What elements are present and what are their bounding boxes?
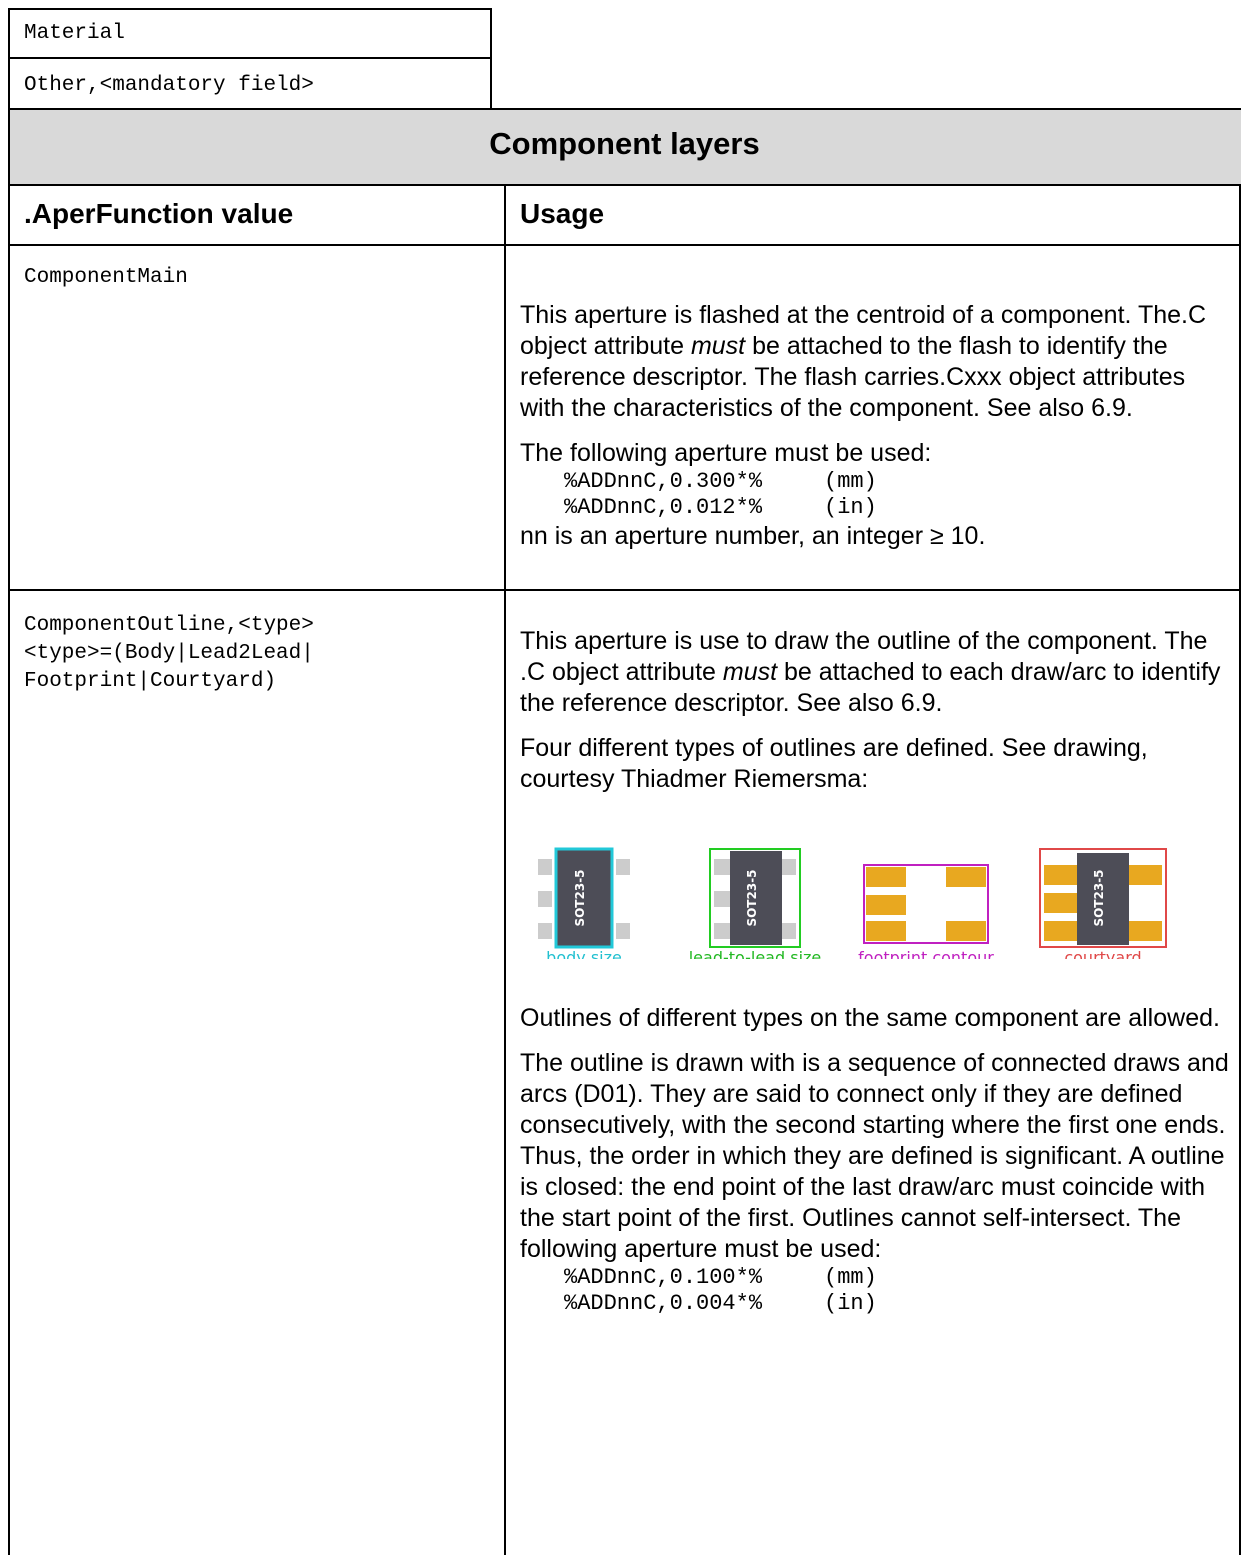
top-cell: Other,<mandatory field> <box>24 74 314 97</box>
caption: body size <box>546 948 622 959</box>
border <box>1239 184 1241 1555</box>
text: Four different types of outlines are def… <box>520 734 1148 793</box>
caption: footprint contour <box>858 948 994 959</box>
unit: (in) <box>824 495 877 520</box>
code: %ADDnnC,0.300*% <box>564 469 763 494</box>
caption: courtyard <box>1064 948 1141 959</box>
paragraph: The outline is drawn with is a sequence … <box>520 1049 1229 1263</box>
border <box>504 184 506 1555</box>
footprint-drawing <box>863 864 989 944</box>
function-cell: ComponentMain <box>24 264 188 292</box>
lead-to-lead-drawing: SOT23-5 <box>709 848 801 948</box>
header-cell: .AperFunction value <box>24 198 294 229</box>
unit: (mm) <box>824 1265 877 1290</box>
code-line: %ADDnnC,0.300*% (mm) <box>520 469 1235 495</box>
part-label: SOT23-5 <box>1092 869 1106 926</box>
text: This aperture is use to draw the outline… <box>520 627 1208 686</box>
usage-cell: This aperture is use to draw the outline… <box>520 626 1235 1317</box>
code: %ADDnnC,0.012*% <box>564 495 763 520</box>
unit: (in) <box>824 1291 877 1316</box>
section-title: Component layers <box>489 126 760 161</box>
figure: SOT23-5 SOT23-5 SOT23-5 body s <box>538 847 1167 959</box>
caption: lead-to-lead size <box>689 948 822 959</box>
emphasis: must <box>690 332 746 360</box>
function-line: ComponentMain <box>24 266 188 289</box>
paragraph: Four different types of outlines are def… <box>520 733 1235 795</box>
paragraph: Outlines of different types on the same … <box>520 1004 1220 1032</box>
border <box>8 589 1241 591</box>
function-line: <type>=(Body|Lead2Lead| <box>24 642 314 665</box>
part-label: SOT23-5 <box>745 869 759 926</box>
divider <box>8 57 492 59</box>
text: be attached to each draw/arc to identify… <box>520 658 1221 717</box>
paragraph: This aperture is use to draw the outline… <box>520 626 1235 719</box>
top-cell: Material <box>24 22 125 45</box>
courtyard-drawing: SOT23-5 <box>1039 848 1167 948</box>
unit: (mm) <box>824 469 877 494</box>
section-header <box>8 108 1241 186</box>
function-line: ComponentOutline,<type> <box>24 614 314 637</box>
body-size-drawing: SOT23-5 <box>538 847 630 949</box>
usage-cell: This aperture is flashed at the centroid… <box>520 300 1235 552</box>
note: nn is an aperture number, an integer ≥ 1… <box>520 522 986 550</box>
text: be attached to the flash to identify the… <box>520 332 1186 422</box>
text: This aperture is flashed at the centroid… <box>520 301 1207 360</box>
code-line: %ADDnnC,0.100*% (mm) <box>520 1265 1235 1291</box>
part-label: SOT23-5 <box>573 869 587 926</box>
code-intro: The following aperture must be used: <box>520 439 932 467</box>
header-cell: Usage <box>520 198 605 229</box>
emphasis: must <box>722 658 778 686</box>
paragraph: This aperture is flashed at the centroid… <box>520 300 1235 424</box>
function-line: Footprint|Courtyard) <box>24 670 277 693</box>
code-line: %ADDnnC,0.012*% (in) <box>520 495 1235 521</box>
code-line: %ADDnnC,0.004*% (in) <box>520 1291 1235 1317</box>
border <box>8 184 10 1555</box>
border <box>8 244 1241 246</box>
function-cell: ComponentOutline,<type> <type>=(Body|Lea… <box>24 612 314 696</box>
code: %ADDnnC,0.100*% <box>564 1265 763 1290</box>
code: %ADDnnC,0.004*% <box>564 1291 763 1316</box>
